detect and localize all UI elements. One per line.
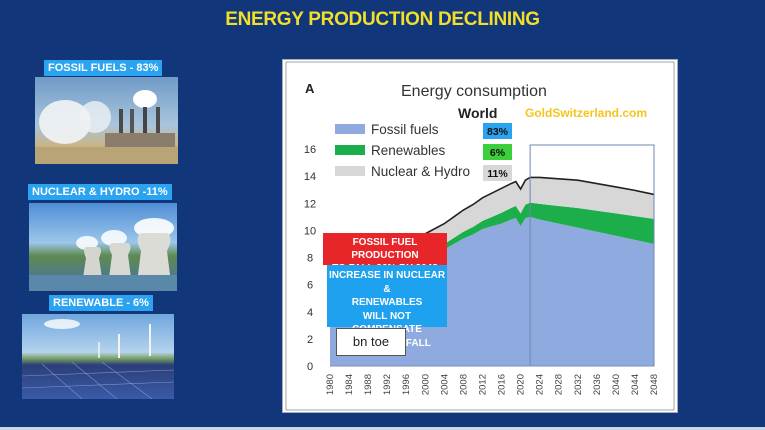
x-tick-label: 2024	[535, 374, 546, 395]
legend-swatch	[335, 145, 365, 155]
chart-subtitle: World	[458, 105, 497, 121]
nuclear-hydro-label: NUCLEAR & HYDRO -11%	[28, 184, 172, 200]
x-tick-label: 2008	[458, 374, 469, 395]
legend-label: Renewables	[371, 143, 446, 158]
legend-label: Nuclear & Hydro	[371, 164, 470, 179]
share-badge	[483, 165, 512, 181]
x-tick-label: 1980	[325, 374, 336, 395]
y-tick-label: 4	[307, 307, 313, 319]
y-tick-label: 0	[307, 361, 313, 373]
x-tick-label: 2020	[516, 374, 527, 395]
x-tick-label: 1992	[382, 374, 393, 395]
x-tick-label: 2012	[477, 374, 488, 395]
bottom-strip	[0, 427, 765, 430]
watermark: GoldSwitzerland.com	[525, 106, 647, 120]
x-tick-label: 2000	[420, 374, 431, 395]
fossil-fuels-label: FOSSIL FUELS - 83%	[44, 60, 163, 76]
panel-letter: A	[305, 81, 315, 96]
cooling-towers-illustration	[29, 218, 177, 291]
y-tick-label: 14	[304, 171, 316, 183]
y-tick-label: 8	[307, 253, 313, 265]
legend-swatch	[335, 166, 365, 176]
legend-label: Fossil fuels	[371, 122, 439, 137]
area-renewables	[330, 202, 654, 285]
coal-power-plant-photo	[35, 77, 178, 164]
solar-wind-illustration	[22, 319, 174, 399]
x-tick-label: 2028	[554, 374, 565, 395]
y-tick-label: 2	[307, 334, 313, 346]
share-badge-label: 83%	[487, 126, 509, 138]
chart-title: Energy consumption	[401, 83, 547, 100]
callout-line: FOSSIL FUEL PRODUCTION	[351, 237, 419, 261]
x-tick-label: 2036	[592, 374, 603, 395]
x-tick-label: 2004	[439, 374, 450, 395]
callout-line: RENEWABLES	[351, 297, 423, 308]
share-badge-label: 6%	[490, 147, 506, 159]
fossil-fall-callout: FOSSIL FUEL PRODUCTION TO FALL 26% BY 20…	[323, 233, 447, 274]
y-tick-label: 10	[304, 225, 316, 237]
x-tick-label: 2040	[611, 374, 622, 395]
x-tick-label: 1996	[401, 374, 412, 395]
callout-line: INCREASE IN NUCLEAR &	[328, 270, 446, 295]
share-badge	[483, 144, 512, 160]
chart-frame	[285, 61, 675, 411]
nuclear-cooling-towers-photo	[29, 203, 177, 291]
x-tick-label: 2048	[649, 374, 660, 395]
share-badge	[483, 123, 512, 139]
legend-swatch	[335, 124, 365, 134]
slide-title: ENERGY PRODUCTION DECLINING	[225, 9, 540, 30]
compensation-callout: INCREASE IN NUCLEAR & RENEWABLES WILL NO…	[327, 265, 447, 349]
renewable-label: RENEWABLE - 6%	[49, 295, 153, 311]
power-plant-illustration	[35, 90, 178, 164]
x-tick-label: 1984	[344, 374, 355, 395]
x-tick-label: 2032	[573, 374, 584, 395]
y-tick-label: 16	[304, 144, 316, 156]
units-box: bn toe	[336, 328, 406, 356]
y-tick-label: 6	[307, 280, 313, 292]
x-tick-label: 2016	[497, 374, 508, 395]
x-tick-label: 2044	[630, 374, 641, 395]
x-tick-label: 1988	[363, 374, 374, 395]
share-badge-label: 11%	[487, 168, 508, 180]
y-tick-label: 12	[304, 198, 316, 210]
solar-panels-wind-turbines-photo	[22, 314, 174, 399]
area-fossil-fuels	[330, 216, 654, 366]
